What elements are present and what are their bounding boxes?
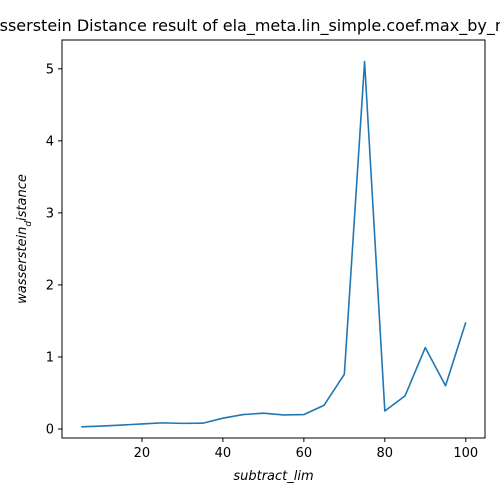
plot-area <box>61 39 486 439</box>
y-tick-label: 2 <box>46 278 54 293</box>
x-tick-label: 100 <box>453 446 478 461</box>
y-tick-label: 4 <box>46 134 54 149</box>
y-ticks: 0 1 2 3 4 5 <box>46 62 62 437</box>
y-axis-label-rest: istance <box>15 174 30 221</box>
series-group <box>81 60 467 428</box>
y-tick-label: 1 <box>46 350 54 365</box>
x-axis-label: subtract_lim <box>233 469 313 484</box>
y-tick-label: 3 <box>46 206 54 221</box>
chart-title: Wasserstein Distance result of ela_meta.… <box>0 16 500 36</box>
y-tick-label: 5 <box>46 62 54 77</box>
x-tick-label: 40 <box>215 446 232 461</box>
x-ticks: 20 40 60 80 100 <box>134 438 478 461</box>
y-axis-label-subscript: d <box>24 221 34 227</box>
x-tick-label: 60 <box>296 446 313 461</box>
y-axis-label: wassersteindistance <box>15 174 34 304</box>
series-line <box>81 60 467 428</box>
y-axis-label-main: wasserstein <box>15 227 30 304</box>
y-tick-label: 0 <box>46 422 54 437</box>
x-tick-label: 80 <box>377 446 394 461</box>
x-tick-label: 20 <box>134 446 151 461</box>
